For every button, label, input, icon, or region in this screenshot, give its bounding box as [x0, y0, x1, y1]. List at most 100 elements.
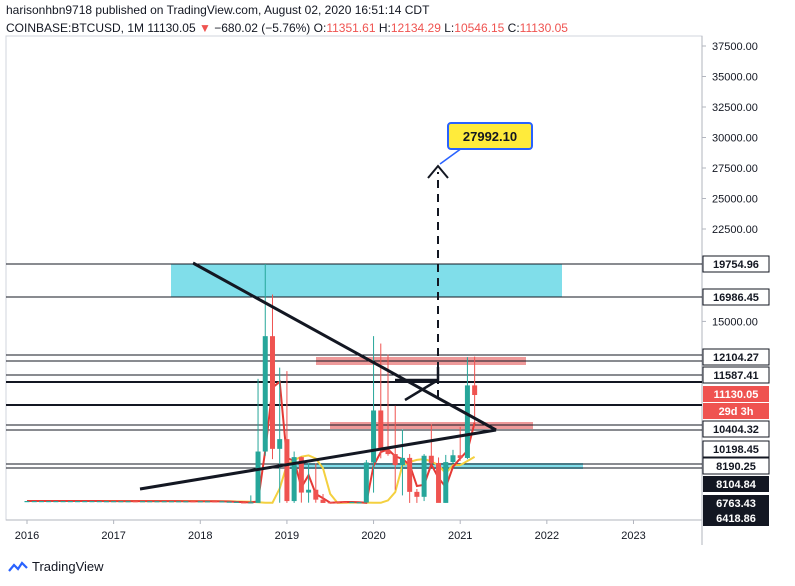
- candle-body-11: [103, 501, 109, 503]
- candle-body-57: [436, 462, 442, 503]
- open-label: O:: [313, 21, 327, 35]
- price-label-box-10: [703, 495, 769, 511]
- candle-body-7: [75, 501, 81, 503]
- candle-body-14: [125, 501, 131, 503]
- price-label-box-5: [703, 403, 769, 419]
- descending-trendline: [192, 261, 497, 432]
- ohlc-line: COINBASE:BTCUSD, 1M 11130.05 ▼ −680.02 (…: [6, 21, 568, 35]
- high-value: 12134.29: [390, 21, 441, 35]
- tradingview-footer[interactable]: TradingView: [8, 559, 104, 574]
- price-label-text-4: 11130.05: [714, 389, 759, 401]
- candle-body-23: [190, 501, 196, 503]
- down-arrow-icon: ▼: [199, 21, 211, 35]
- candle-body-44: [342, 501, 348, 504]
- candle-body-48: [371, 410, 377, 463]
- y-tick-label-4: 27500.00: [712, 163, 758, 175]
- candle-body-19: [161, 501, 167, 503]
- price-label-box-11: [703, 510, 769, 526]
- price-label-box-1: [702, 288, 770, 306]
- ascending-trendline: [139, 428, 497, 491]
- candle-body-15: [132, 501, 138, 503]
- price-label-box-3: [702, 366, 770, 384]
- candle-body-62: [472, 385, 478, 396]
- candle-body-13: [118, 501, 124, 503]
- price-change: −680.02 (−5.76%): [214, 21, 311, 35]
- candle-body-41: [320, 499, 326, 503]
- candle-body-9: [89, 501, 95, 503]
- price-label-text-0: 19754.96: [713, 259, 759, 271]
- x-tick-label-6: 2022: [535, 530, 559, 542]
- candle-body-10: [96, 501, 102, 503]
- candle-body-43: [334, 502, 340, 504]
- last-price: 11130.05: [147, 21, 196, 35]
- price-label-text-2: 12104.27: [713, 352, 759, 364]
- x-tick-label-2: 2018: [188, 530, 212, 542]
- y-tick-label-6: 22500.00: [712, 224, 758, 236]
- candle-body-30: [241, 502, 247, 504]
- x-tick-label-1: 2017: [101, 530, 125, 542]
- candle-body-3: [46, 501, 52, 503]
- candle-body-17: [147, 501, 153, 503]
- price-label-box-2: [702, 348, 770, 366]
- published-line: harisonhbn9718 published on TradingView.…: [6, 3, 430, 17]
- candle-body-50: [385, 449, 391, 455]
- low-value: 10546.15: [454, 21, 505, 35]
- candle-body-45: [349, 501, 355, 504]
- y-tick-label-1: 35000.00: [712, 72, 758, 84]
- close-label: C:: [507, 21, 520, 35]
- candle-body-18: [154, 501, 160, 503]
- callout-pointer: [439, 147, 463, 165]
- candle-body-53: [407, 457, 413, 492]
- candle-body-6: [67, 501, 73, 503]
- candle-body-22: [183, 501, 189, 503]
- candle-body-20: [168, 501, 174, 503]
- low-label: L:: [444, 21, 455, 35]
- price-label-box-8: [702, 457, 770, 475]
- candle-body-60: [457, 455, 463, 458]
- candle-body-33: [262, 336, 268, 452]
- candle-body-31: [248, 502, 254, 504]
- target-callout-label: 27992.10: [463, 129, 517, 144]
- y-tick-label-2: 32500.00: [712, 102, 758, 114]
- price-label-text-8: 8190.25: [716, 461, 756, 473]
- candle-body-5: [60, 501, 66, 503]
- y-tick-label-0: 37500.00: [712, 41, 758, 53]
- price-label-text-1: 16986.45: [713, 292, 759, 304]
- price-label-box-0: [702, 255, 770, 273]
- candle-body-36: [284, 439, 290, 502]
- candle-body-59: [450, 455, 456, 463]
- y-tick-label-5: 25000.00: [712, 194, 758, 206]
- supply-zone: [171, 264, 562, 297]
- price-label-box-7: [702, 440, 770, 458]
- price-label-text-7: 10198.45: [713, 444, 759, 456]
- candle-body-29: [233, 501, 239, 503]
- candle-body-39: [306, 489, 312, 493]
- candle-body-58: [443, 462, 449, 503]
- price-label-box-6: [702, 420, 770, 438]
- candle-body-37: [291, 457, 297, 502]
- candle-body-52: [399, 457, 405, 466]
- x-tick-label-3: 2019: [275, 530, 299, 542]
- candle-body-16: [140, 501, 146, 503]
- candle-body-38: [298, 457, 304, 493]
- candle-body-61: [464, 385, 470, 458]
- candle-body-34: [269, 336, 275, 449]
- y-tick-label-3: 30000.00: [712, 133, 758, 145]
- candle-body-4: [53, 501, 59, 503]
- candle-body-47: [363, 462, 369, 503]
- candle-body-21: [176, 501, 182, 503]
- candle-body-56: [428, 455, 434, 463]
- candle-body-42: [327, 502, 333, 504]
- x-tick-label-7: 2023: [621, 530, 645, 542]
- candle-body-0: [24, 501, 30, 503]
- candle-body-49: [378, 410, 384, 450]
- close-value: 11130.05: [519, 21, 568, 35]
- candle-body-51: [392, 454, 398, 466]
- candle-body-46: [356, 502, 362, 504]
- target-callout-box: [447, 122, 533, 150]
- tradingview-logo-icon: [8, 560, 28, 572]
- candle-body-40: [313, 489, 319, 500]
- candle-body-28: [226, 501, 232, 503]
- price-label-text-5: 29d 3h: [719, 406, 754, 418]
